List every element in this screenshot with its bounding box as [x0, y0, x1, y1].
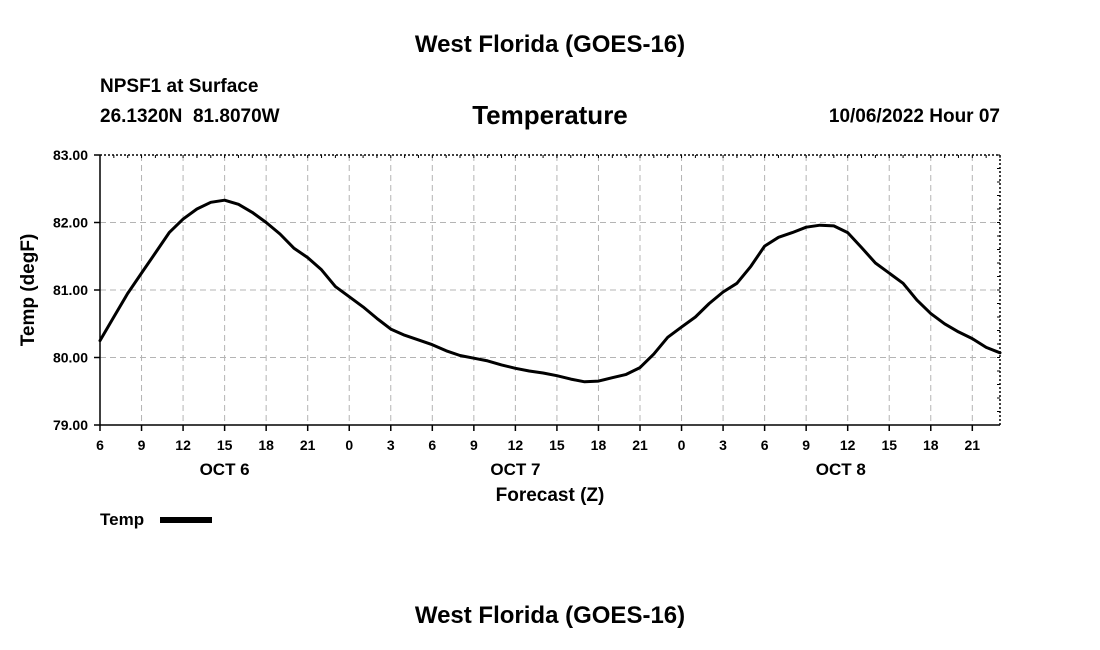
x-tick-label: 21 — [965, 437, 981, 453]
day-label: OCT 8 — [816, 460, 866, 479]
station-coordinates: 26.1320N 81.8070W — [100, 106, 280, 127]
series-layer — [98, 198, 1002, 384]
x-tick-label: 9 — [802, 437, 810, 453]
y-tick-label: 82.00 — [53, 215, 88, 231]
x-tick-label: 3 — [387, 437, 395, 453]
x-tick-label: 21 — [632, 437, 648, 453]
y-tick-label: 80.00 — [53, 350, 88, 366]
x-tick-label: 6 — [428, 437, 436, 453]
axes — [94, 154, 1001, 431]
series-line-temp — [98, 198, 1002, 384]
x-tick-label: 12 — [175, 437, 191, 453]
day-label: OCT 6 — [200, 460, 250, 479]
x-tick-label: 18 — [591, 437, 607, 453]
x-tick-label: 6 — [761, 437, 769, 453]
x-tick-label: 18 — [923, 437, 939, 453]
x-tick-label: 9 — [138, 437, 146, 453]
x-tick-label: 0 — [345, 437, 353, 453]
x-tick-label: 21 — [300, 437, 316, 453]
x-tick-label: 12 — [508, 437, 524, 453]
x-tick-label: 12 — [840, 437, 856, 453]
y-axis-label: Temp (degF) — [18, 234, 39, 347]
x-tick-label: 18 — [258, 437, 274, 453]
legend: Temp — [100, 510, 212, 529]
x-tick-label: 3 — [719, 437, 727, 453]
day-label: OCT 7 — [490, 460, 540, 479]
y-tick-label: 79.00 — [53, 417, 88, 433]
y-tick-label: 83.00 — [53, 147, 88, 163]
x-axis-label: Forecast (Z) — [496, 485, 605, 506]
x-tick-label: 15 — [881, 437, 897, 453]
x-tick-label: 15 — [217, 437, 233, 453]
grid-lines — [100, 155, 1000, 425]
x-tick-label: 6 — [96, 437, 104, 453]
legend-label: Temp — [100, 510, 144, 529]
tick-labels: 6 9 12 15 18 21 0 3 6 9 12 15 18 21 0 3 6 9 12 15 18 21 79.00 8… — [53, 147, 980, 479]
x-tick-label: 15 — [549, 437, 565, 453]
top-title: West Florida (GOES-16) — [414, 31, 686, 58]
forecast-timestamp: 10/06/2022 Hour 07 — [828, 106, 1000, 127]
bottom-title: West Florida (GOES-16) — [414, 602, 686, 629]
x-tick-label: 0 — [678, 437, 686, 453]
y-tick-label: 81.00 — [53, 282, 88, 298]
station-name: NPSF1 at Surface — [100, 76, 259, 97]
chart-title: Temperature — [472, 100, 628, 130]
x-tick-label: 9 — [470, 437, 478, 453]
